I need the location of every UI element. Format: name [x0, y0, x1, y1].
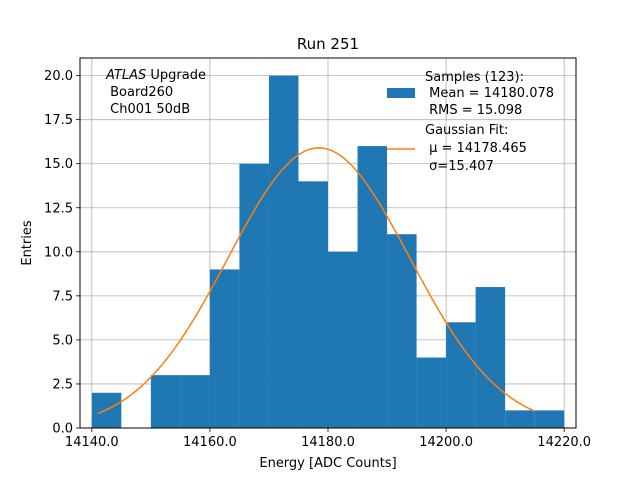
atlas-annotation: ATLAS Upgrade Board260 Ch001 50dB [105, 68, 206, 117]
y-tick-label-0: 0.0 [52, 422, 73, 437]
legend-samples-line-2: Mean = 14180.078 [425, 86, 554, 101]
annotation-line-2: Board260 [106, 85, 173, 100]
annotation-line-1: ATLAS Upgrade [105, 68, 206, 83]
legend-fit-line-1: Gaussian Fit: [425, 123, 508, 138]
histogram-bar-5 [239, 163, 269, 428]
histogram-bars [91, 75, 565, 428]
y-tick-label-7: 17.5 [44, 113, 73, 128]
histogram-bar-10 [387, 234, 417, 428]
x-tick-label-3: 14200.0 [419, 435, 473, 450]
annotation-line-3: Ch001 50dB [106, 102, 190, 117]
histogram-bar-13 [475, 287, 506, 428]
x-tick-label-1: 14160.0 [183, 435, 237, 450]
histogram-bar-7 [298, 181, 328, 428]
y-tick-label-4: 10.0 [44, 245, 73, 260]
x-tick-label-2: 14180.0 [301, 435, 355, 450]
y-axis-ticks: 0.0 2.5 5.0 7.5 10.0 12.5 15.0 17.5 20.0 [44, 69, 80, 437]
gaussian-fit-layer [97, 147, 535, 415]
y-tick-label-8: 20.0 [44, 69, 73, 84]
histogram-bar-11 [416, 357, 447, 428]
histogram-bar-9 [357, 146, 388, 428]
y-tick-label-2: 5.0 [52, 333, 73, 348]
legend-fit-line-3: σ=15.407 [425, 159, 494, 174]
legend-samples-line-3: RMS = 15.098 [425, 103, 522, 118]
histogram-bar-3 [180, 375, 210, 428]
histogram-bar-12 [446, 322, 476, 428]
legend-samples-swatch [387, 88, 415, 98]
legend: Samples (123): Mean = 14180.078 RMS = 15… [387, 70, 554, 174]
legend-fit-line-2: μ = 14178.465 [425, 141, 527, 156]
annotation-atlas: ATLAS [105, 68, 146, 83]
x-tick-label-0: 14140.0 [65, 435, 119, 450]
x-axis-ticks: 14140.0 14160.0 14180.0 14200.0 14220.0 [65, 428, 591, 450]
histogram-bar-4 [209, 269, 240, 428]
gaussian-fit-curve [97, 147, 535, 415]
y-tick-label-1: 2.5 [52, 377, 73, 392]
x-tick-label-4: 14220.0 [537, 435, 591, 450]
histogram-bar-2 [150, 375, 181, 428]
histogram-bar-14 [505, 410, 535, 428]
chart-title: Run 251 [297, 35, 359, 53]
annotation-upgrade: Upgrade [146, 68, 206, 83]
legend-samples-line-1: Samples (123): [425, 70, 524, 85]
y-tick-label-3: 7.5 [52, 289, 73, 304]
y-tick-label-6: 15.0 [44, 157, 73, 172]
y-tick-label-5: 12.5 [44, 201, 73, 216]
x-axis-title: Energy [ADC Counts] [259, 456, 396, 471]
histogram-bar-8 [328, 251, 358, 428]
y-axis-title: Entries [20, 220, 35, 266]
histogram-bar-15 [534, 410, 565, 428]
histogram-bar-6 [268, 75, 299, 428]
